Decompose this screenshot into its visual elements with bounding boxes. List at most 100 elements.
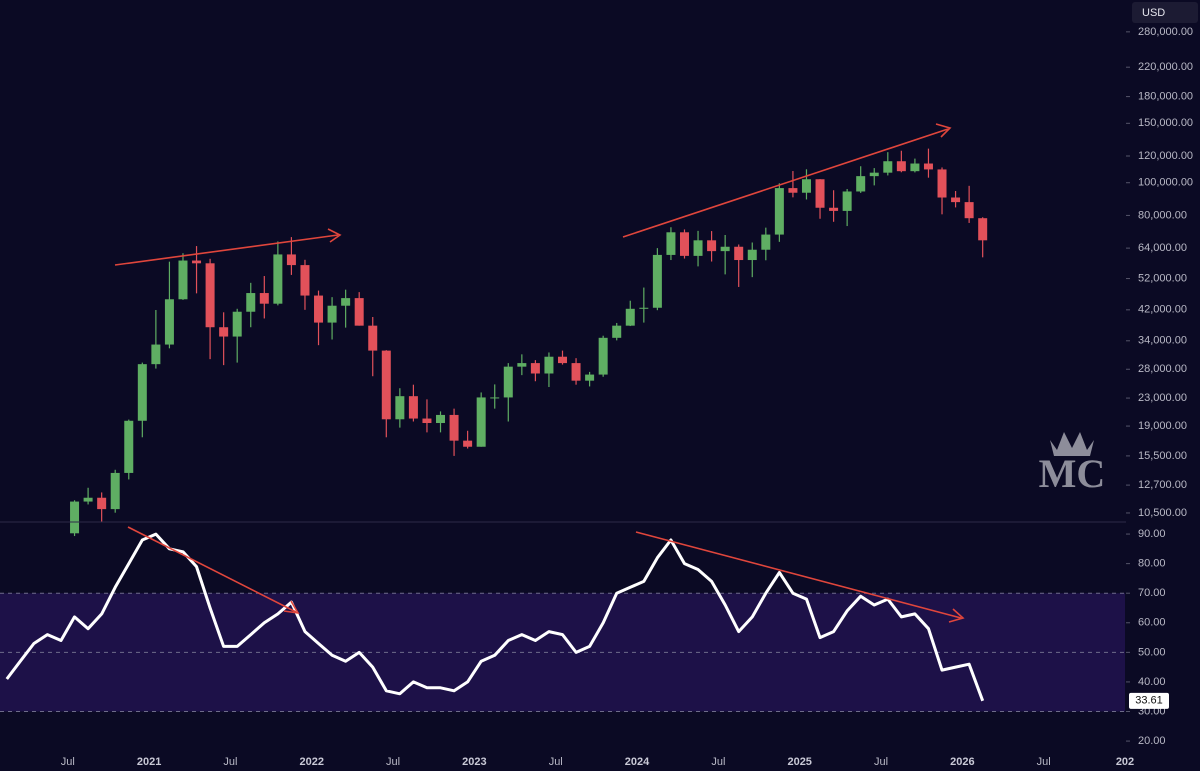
arrow-head [935,123,952,138]
candle-body [192,260,202,264]
candle-body [639,307,649,309]
y-tick-label: 42,000.00 [1138,304,1187,316]
candle-body [910,163,920,172]
candle-body [815,179,825,208]
candle-body [124,420,134,473]
plot [0,148,1125,712]
x-tick-label: Jul [549,756,563,768]
trend-arrows [114,123,965,623]
y-tick-label: 60.00 [1138,617,1166,629]
candle-body [978,218,988,241]
x-tick-label: 2023 [462,756,486,768]
candle-body [327,305,337,323]
candle-body [164,299,174,345]
arrow-head [327,228,342,243]
x-tick-label: 2026 [950,756,974,768]
candle-body [151,344,161,365]
logo: MC [1039,432,1106,496]
arrow [622,128,949,238]
candle-body [544,356,554,374]
x-tick-label: Jul [223,756,237,768]
y-tick-label: 52,000.00 [1138,272,1187,284]
y-tick-label: 40.00 [1138,676,1166,688]
x-tick-label: Jul [711,756,725,768]
x-tick-label: 2021 [137,756,161,768]
candle-body [381,350,391,420]
y-tick-label: 12,700.00 [1138,479,1187,491]
candle-body [246,293,256,312]
candle-body [530,363,540,374]
candle-body [842,191,852,211]
x-tick-label: Jul [61,756,75,768]
candle-body [585,374,595,381]
candle-body [856,176,866,192]
y-tick-label: 19,000.00 [1138,420,1187,432]
last-value-label: 33.61 [1135,695,1163,707]
candle-body [883,161,893,173]
candle-body [869,172,879,177]
candle-body [219,327,229,337]
candle-body [354,298,364,326]
candle-body [801,179,811,193]
candle-body [707,240,717,252]
candle-body [761,234,771,250]
candle-body [178,260,188,300]
x-tick-label: Jul [1037,756,1051,768]
candle-body [829,207,839,211]
arrow [114,234,339,266]
currency-label: USD [1142,7,1165,19]
candle-body [666,232,676,255]
candle-body [964,202,974,219]
candle-body [734,246,744,261]
y-tick-label: 180,000.00 [1138,91,1193,103]
x-tick-label: 202 [1116,756,1134,768]
candle-body [286,254,296,266]
candle-body [612,325,622,338]
candle-body [747,249,757,261]
y-tick-label: 10,500.00 [1138,507,1187,519]
candle-body [137,364,147,421]
y-tick-label: 90.00 [1138,528,1166,540]
candle-body [205,263,215,328]
candle-body [368,325,378,351]
candle-body [273,254,283,304]
candle-body [558,356,567,364]
y-tick-label: 100,000.00 [1138,177,1193,189]
y-tick-label: 80,000.00 [1138,209,1187,221]
y-tick-label: 80.00 [1138,558,1166,570]
candle-body [923,163,933,170]
y-tick-label: 34,000.00 [1138,335,1187,347]
candle-body [571,363,581,381]
candle-body [70,501,80,534]
candle-body [259,293,269,304]
x-tick-label: Jul [386,756,400,768]
y-tick-label: 50.00 [1138,646,1166,658]
candle-body [774,188,784,235]
y-tick-label: 15,500.00 [1138,450,1187,462]
y-tick-label: 150,000.00 [1138,117,1193,129]
candle-body [463,440,473,447]
candle-body [476,397,486,447]
candle-body [788,188,798,193]
candle-body [490,397,500,399]
candle-body [232,311,242,337]
price-axis [1126,0,1200,771]
arrow [127,526,297,613]
candle-body [517,363,527,367]
y-tick-label: 70.00 [1138,587,1166,599]
y-tick-label: 23,000.00 [1138,392,1187,404]
candle-body [314,295,324,323]
arrow-head [283,600,300,615]
y-tick-label: 280,000.00 [1138,26,1193,38]
candle-body [422,418,432,424]
candle-body [720,246,730,252]
currency-box [1132,2,1198,23]
candle-body [83,497,93,502]
candle-body [449,414,459,441]
candle-body [503,366,513,398]
arrow [635,531,962,619]
y-tick-label: 64,000.00 [1138,242,1187,254]
logo-text: MC [1039,451,1106,496]
